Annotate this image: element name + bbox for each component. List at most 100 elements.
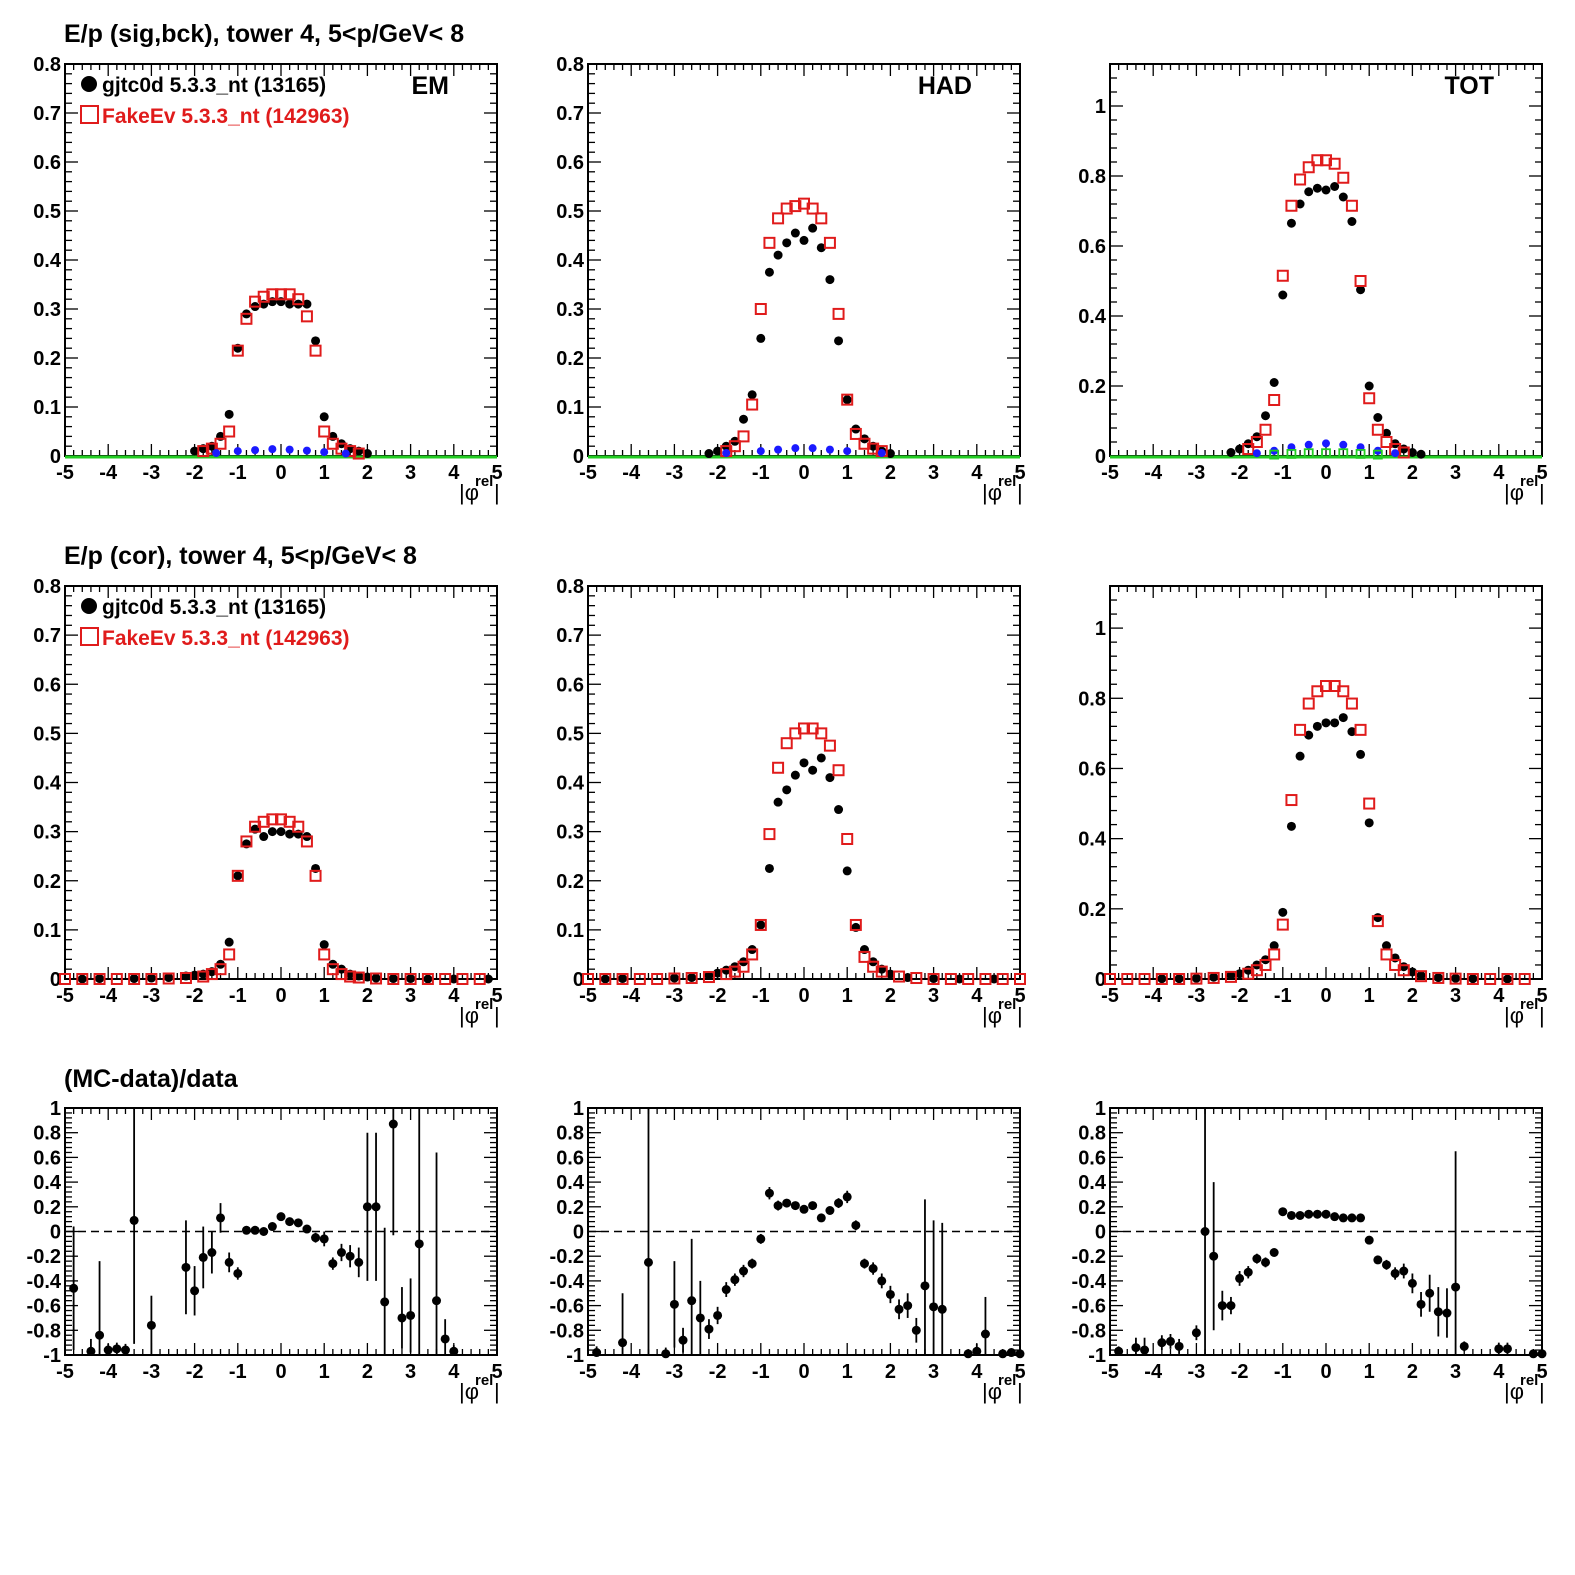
data-point (1399, 1266, 1409, 1276)
y-tick-label: 0.2 (33, 871, 61, 893)
data-point (1278, 290, 1288, 300)
y-tick-label: 0.2 (556, 1197, 584, 1219)
x-tick-label: 3 (405, 1361, 416, 1383)
data-point (276, 827, 286, 837)
legend: gjtc0d 5.3.3_nt (13165) FakeEv 5.3.3_nt (… (80, 74, 350, 128)
x-tick-label: 2 (1407, 985, 1418, 1007)
series-bdot (722, 444, 886, 458)
x-tick-label: -1 (752, 1361, 770, 1383)
y-tick-label: 0.4 (1078, 306, 1107, 328)
panel-label: EM (412, 72, 450, 100)
mc-point (257, 815, 270, 828)
data-point (319, 940, 329, 950)
mc-point (1345, 199, 1358, 212)
y-tick-label: 0.5 (33, 723, 61, 745)
mc-point (1371, 915, 1384, 928)
x-tick-label: -1 (229, 985, 247, 1007)
y-tick-label: 0.6 (556, 1147, 584, 1169)
data-point (782, 785, 792, 795)
data-point (799, 235, 809, 245)
mc-point (979, 973, 992, 985)
x-tick-label: 4 (971, 1361, 983, 1383)
data-point (406, 1310, 416, 1320)
data-point (1278, 1207, 1288, 1217)
panel-label: TOT (1444, 72, 1494, 100)
y-tick-label: 0 (50, 446, 61, 468)
mc-point (633, 973, 646, 985)
data-point (868, 1264, 878, 1274)
series-dot (69, 1108, 459, 1356)
data-point (95, 974, 105, 984)
data-point (842, 866, 852, 876)
y-tick-label: 0.3 (33, 299, 61, 321)
data-point (1416, 970, 1426, 980)
y-tick-label: 0.7 (33, 103, 61, 125)
x-tick-label: 5 (1536, 462, 1547, 484)
x-axis-label: |φ (982, 1379, 1002, 1404)
data-point (1286, 218, 1296, 228)
x-tick-label: -2 (186, 985, 204, 1007)
mc-point (780, 202, 793, 215)
x-tick-label: -3 (143, 462, 161, 484)
data-point (713, 446, 723, 456)
mc-point (772, 212, 785, 225)
data-point (345, 1251, 355, 1261)
mc-point (858, 950, 871, 963)
data-point (1304, 730, 1314, 740)
series-dot (592, 1108, 1025, 1359)
background-mc-point (1303, 448, 1314, 459)
mc-point (910, 972, 923, 985)
mc-point (1354, 723, 1367, 736)
data-point (739, 414, 749, 424)
legend-mc-label: FakeEv 5.3.3_nt (142963) (102, 105, 350, 128)
x-tick-label: 3 (405, 985, 416, 1007)
mc-point (1014, 973, 1026, 985)
x-axis-label-close: | (1017, 480, 1023, 505)
data-point (354, 971, 364, 981)
mc-point (841, 393, 854, 406)
data-point (77, 974, 87, 984)
data-point (432, 1296, 442, 1306)
y-tick-label: -1 (43, 1345, 61, 1367)
data-point (851, 1220, 861, 1230)
legend-data-label: gjtc0d 5.3.3_nt (13165) (102, 74, 326, 97)
x-tick-label: -5 (56, 462, 74, 484)
x-tick-label: -4 (622, 1361, 641, 1383)
mc-point (421, 973, 434, 985)
mc-point (1363, 392, 1376, 405)
data-point (1304, 1209, 1314, 1219)
data-point (380, 1297, 390, 1307)
data-point (1312, 1209, 1322, 1219)
mc-point (798, 722, 810, 735)
data-point (1356, 285, 1366, 295)
data-point (808, 223, 818, 233)
y-tick-label: 0.6 (556, 152, 584, 174)
series-square (1104, 680, 1531, 985)
mc-point (197, 970, 210, 983)
data-point (302, 299, 312, 309)
data-point (713, 1310, 723, 1320)
mc-point (240, 835, 253, 848)
background-mc-point (1338, 448, 1349, 459)
x-tick-label: -4 (99, 985, 118, 1007)
data-point (1235, 1273, 1245, 1283)
y-tick-label: 0.4 (1078, 1172, 1107, 1194)
x-tick-label: 4 (1493, 462, 1505, 484)
y-tick-label: 0.4 (556, 1172, 585, 1194)
series-dot (1226, 182, 1426, 459)
data-point (302, 1224, 312, 1234)
data-point (406, 974, 416, 984)
mc-point (240, 312, 253, 325)
series-square (582, 722, 1026, 985)
x-tick-label: -5 (579, 462, 597, 484)
data-point (1174, 974, 1184, 984)
mc-point (1268, 394, 1281, 406)
data-point (920, 1281, 930, 1291)
data-point (319, 1234, 329, 1244)
mc-point (231, 869, 244, 882)
background-data-point (791, 444, 800, 453)
y-tick-label: 0.6 (556, 674, 584, 696)
mc-point (1311, 154, 1324, 167)
